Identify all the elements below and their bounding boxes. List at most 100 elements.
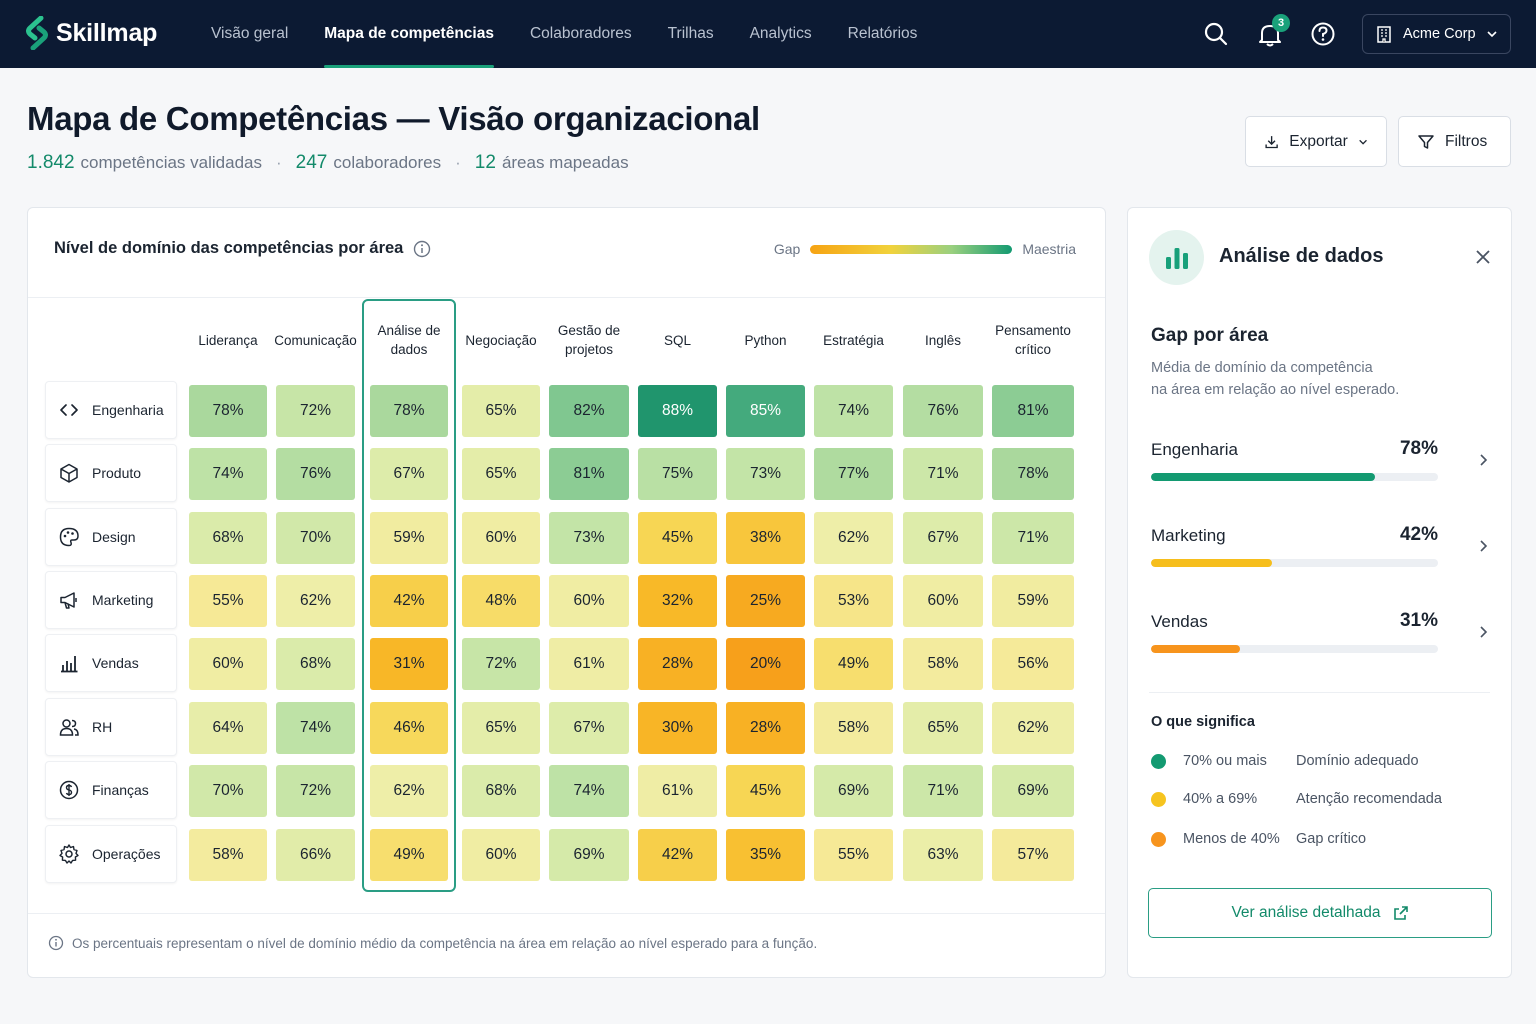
heatmap-cell[interactable]: 30% — [638, 702, 717, 754]
heatmap-cell[interactable]: 78% — [370, 385, 448, 437]
heatmap-cell[interactable]: 74% — [276, 702, 355, 754]
heatmap-cell[interactable]: 60% — [462, 512, 540, 564]
gap-item-marketing[interactable]: Marketing 42% — [1151, 524, 1491, 586]
heatmap-cell[interactable]: 46% — [370, 702, 448, 754]
heatmap-cell[interactable]: 59% — [992, 575, 1074, 627]
heatmap-cell[interactable]: 67% — [549, 702, 629, 754]
heatmap-cell[interactable]: 62% — [814, 512, 893, 564]
column-header[interactable]: Estratégia — [823, 332, 884, 348]
heatmap-cell[interactable]: 45% — [726, 765, 805, 817]
heatmap-cell[interactable]: 73% — [549, 512, 629, 564]
heatmap-cell[interactable]: 64% — [189, 702, 267, 754]
heatmap-cell[interactable]: 68% — [462, 765, 540, 817]
heatmap-cell[interactable]: 82% — [549, 385, 629, 437]
bell-icon[interactable] — [1256, 20, 1284, 48]
heatmap-cell[interactable]: 65% — [462, 702, 540, 754]
close-icon[interactable] — [1472, 246, 1494, 268]
heatmap-cell[interactable]: 62% — [992, 702, 1074, 754]
column-header[interactable]: SQL — [663, 332, 691, 348]
row-header-produto[interactable]: Produto — [45, 444, 177, 502]
heatmap-cell[interactable]: 76% — [276, 448, 355, 500]
heatmap-cell[interactable]: 85% — [726, 385, 805, 437]
nav-item-3[interactable]: Trilhas — [667, 25, 714, 42]
heatmap-cell[interactable]: 28% — [726, 702, 805, 754]
heatmap-cell[interactable]: 77% — [814, 448, 893, 500]
column-header[interactable]: Comunicação — [274, 332, 357, 348]
heatmap-cell[interactable]: 60% — [549, 575, 629, 627]
search-icon[interactable] — [1202, 20, 1230, 48]
view-detailed-analysis-button[interactable]: Ver análise detalhada — [1148, 888, 1492, 938]
heatmap-cell[interactable]: 70% — [276, 512, 355, 564]
heatmap-cell[interactable]: 78% — [189, 385, 267, 437]
heatmap-cell[interactable]: 67% — [370, 448, 448, 500]
heatmap-cell[interactable]: 32% — [638, 575, 717, 627]
heatmap-cell[interactable]: 38% — [726, 512, 805, 564]
heatmap-cell[interactable]: 65% — [462, 385, 540, 437]
column-header[interactable]: Gestão de projetos — [557, 323, 621, 357]
heatmap-cell[interactable]: 60% — [189, 638, 267, 690]
heatmap-cell[interactable]: 73% — [726, 448, 805, 500]
heatmap-cell[interactable]: 78% — [992, 448, 1074, 500]
row-header-vendas[interactable]: Vendas — [45, 634, 177, 692]
heatmap-cell[interactable]: 60% — [462, 829, 540, 881]
heatmap-cell[interactable]: 72% — [462, 638, 540, 690]
heatmap-cell[interactable]: 58% — [903, 638, 983, 690]
heatmap-cell[interactable]: 57% — [992, 829, 1074, 881]
heatmap-cell[interactable]: 49% — [370, 829, 448, 881]
column-header[interactable]: Liderança — [198, 332, 258, 348]
export-button[interactable]: Exportar — [1245, 116, 1387, 167]
heatmap-cell[interactable]: 42% — [638, 829, 717, 881]
heatmap-cell[interactable]: 66% — [276, 829, 355, 881]
heatmap-cell[interactable]: 58% — [814, 702, 893, 754]
heatmap-cell[interactable]: 71% — [992, 512, 1074, 564]
heatmap-cell[interactable]: 61% — [638, 765, 717, 817]
heatmap-cell[interactable]: 20% — [726, 638, 805, 690]
gap-item-engenharia[interactable]: Engenharia 78% — [1151, 438, 1491, 500]
heatmap-cell[interactable]: 69% — [549, 829, 629, 881]
heatmap-cell[interactable]: 67% — [903, 512, 983, 564]
heatmap-cell[interactable]: 65% — [462, 448, 540, 500]
heatmap-cell[interactable]: 63% — [903, 829, 983, 881]
heatmap-cell[interactable]: 59% — [370, 512, 448, 564]
help-icon[interactable] — [1309, 20, 1337, 48]
heatmap-cell[interactable]: 76% — [903, 385, 983, 437]
row-header-operações[interactable]: Operações — [45, 825, 177, 883]
heatmap-cell[interactable]: 25% — [726, 575, 805, 627]
nav-item-2[interactable]: Colaboradores — [529, 25, 632, 42]
heatmap-cell[interactable]: 49% — [814, 638, 893, 690]
heatmap-cell[interactable]: 81% — [549, 448, 629, 500]
heatmap-cell[interactable]: 62% — [276, 575, 355, 627]
column-header[interactable]: Pensamento crítico — [995, 323, 1071, 357]
heatmap-cell[interactable]: 28% — [638, 638, 717, 690]
row-header-rh[interactable]: RH — [45, 698, 177, 756]
heatmap-cell[interactable]: 69% — [814, 765, 893, 817]
heatmap-cell[interactable]: 74% — [189, 448, 267, 500]
heatmap-cell[interactable]: 68% — [276, 638, 355, 690]
heatmap-cell[interactable]: 75% — [638, 448, 717, 500]
row-header-engenharia[interactable]: Engenharia — [45, 381, 177, 439]
heatmap-cell[interactable]: 62% — [370, 765, 448, 817]
heatmap-cell[interactable]: 72% — [276, 765, 355, 817]
heatmap-cell[interactable]: 70% — [189, 765, 267, 817]
heatmap-cell[interactable]: 74% — [814, 385, 893, 437]
nav-item-4[interactable]: Analytics — [749, 25, 812, 42]
row-header-design[interactable]: Design — [45, 508, 177, 566]
heatmap-cell[interactable]: 56% — [992, 638, 1074, 690]
heatmap-cell[interactable]: 74% — [549, 765, 629, 817]
heatmap-cell[interactable]: 35% — [726, 829, 805, 881]
row-header-marketing[interactable]: Marketing — [45, 571, 177, 629]
column-header[interactable]: Python — [744, 332, 787, 348]
heatmap-cell[interactable]: 71% — [903, 448, 983, 500]
filter-button[interactable]: Filtros — [1398, 116, 1511, 167]
heatmap-cell[interactable]: 68% — [189, 512, 267, 564]
heatmap-cell[interactable]: 72% — [276, 385, 355, 437]
heatmap-cell[interactable]: 48% — [462, 575, 540, 627]
column-header[interactable]: Negociação — [465, 332, 537, 348]
heatmap-cell[interactable]: 42% — [370, 575, 448, 627]
heatmap-cell[interactable]: 69% — [992, 765, 1074, 817]
heatmap-cell[interactable]: 55% — [189, 575, 267, 627]
heatmap-cell[interactable]: 60% — [903, 575, 983, 627]
nav-item-5[interactable]: Relatórios — [847, 25, 918, 42]
heatmap-cell[interactable]: 81% — [992, 385, 1074, 437]
heatmap-cell[interactable]: 45% — [638, 512, 717, 564]
